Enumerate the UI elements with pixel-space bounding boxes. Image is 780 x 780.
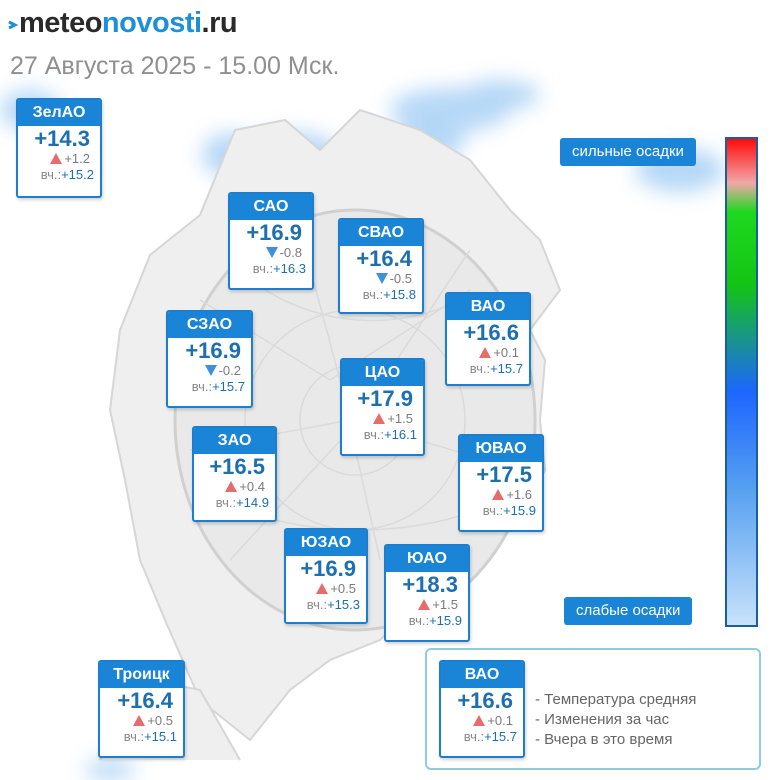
district-card-zao: ЗАО +16.5 +0.4 вч.:+14.9: [192, 426, 277, 522]
site-logo: meteonovosti.ru: [8, 6, 238, 40]
logo-ru: .ru: [201, 7, 238, 39]
heavy-precip-label: сильные осадки: [560, 138, 696, 166]
yesterday-temperature: вч.:+15.3: [306, 597, 360, 612]
hourly-change: +1.6: [460, 487, 542, 503]
hourly-change: -0.2: [168, 363, 251, 379]
light-precip-label: слабые осадки: [564, 597, 693, 625]
district-temperature: +18.3: [402, 572, 458, 597]
district-card-svao: СВАО +16.4 -0.5 вч.:+15.8: [338, 218, 424, 314]
district-temperature: +16.4: [356, 246, 412, 271]
district-card-yuvao: ЮВАО +17.5 +1.6 вч.:+15.9: [458, 434, 544, 532]
legend-descriptions: - Температура средняя - Изменения за час…: [535, 690, 696, 750]
district-temperature: +16.9: [246, 220, 302, 245]
legend-line-temperature: - Температура средняя: [535, 691, 697, 708]
yesterday-temperature: вч.:+15.7: [469, 361, 523, 376]
trend-down-icon: [204, 365, 217, 376]
yesterday-temperature: вч.:+16.3: [252, 261, 306, 276]
trend-up-icon: [492, 489, 505, 500]
yesterday-temperature: вч.:+15.8: [362, 287, 416, 302]
logo-meteo: meteo: [19, 7, 102, 39]
district-temperature: +16.9: [185, 338, 241, 363]
district-name: ЮЗАО: [286, 530, 366, 556]
district-card-zelao: ЗелАО +14.3 +1.2 вч.:+15.2: [16, 98, 102, 198]
hourly-change: +0.1: [447, 345, 529, 361]
district-temperature: +17.9: [357, 386, 413, 411]
precipitation-scale-bar: [725, 137, 758, 627]
trend-up-icon: [316, 583, 329, 594]
district-name: Троицк: [100, 662, 183, 688]
hourly-change: +1.5: [342, 411, 423, 427]
district-name: ВАО: [441, 662, 523, 688]
logo-mark-icon: [8, 20, 18, 30]
legend-line-change: - Изменения за час: [535, 711, 670, 728]
district-name: САО: [230, 194, 312, 220]
district-temperature: +16.6: [463, 320, 519, 345]
forecast-datetime: 27 Августа 2025 - 15.00 Мск.: [10, 52, 340, 80]
yesterday-temperature: вч.:+16.1: [363, 427, 417, 442]
hourly-change: +0.4: [194, 479, 275, 495]
district-name: ЗелАО: [18, 100, 100, 126]
district-temperature: +14.3: [34, 126, 90, 151]
district-name: ЗАО: [194, 428, 275, 454]
district-card-yuzao: ЮЗАО +16.9 +0.5 вч.:+15.3: [284, 528, 368, 624]
trend-up-icon: [418, 599, 431, 610]
yesterday-temperature: вч.:+14.9: [215, 495, 269, 510]
yesterday-temperature: вч.:+15.7: [463, 729, 517, 744]
district-name: ЮАО: [386, 546, 468, 572]
district-name: СЗАО: [168, 312, 251, 338]
trend-up-icon: [50, 153, 63, 164]
legend-sample-card: ВАО +16.6 +0.1 вч.:+15.7: [439, 660, 525, 758]
trend-up-icon: [373, 413, 386, 424]
district-card-vao: ВАО +16.6 +0.1 вч.:+15.7: [445, 292, 531, 386]
legend-line-yesterday: - Вчера в это время: [535, 731, 673, 748]
district-temperature: +17.5: [476, 462, 532, 487]
yesterday-temperature: вч.:+15.7: [191, 379, 245, 394]
trend-up-icon: [133, 715, 146, 726]
hourly-change: +0.1: [441, 713, 523, 729]
hourly-change: -0.8: [230, 245, 312, 261]
hourly-change: +0.5: [286, 581, 366, 597]
yesterday-temperature: вч.:+15.1: [123, 729, 177, 744]
district-card-sao: САО +16.9 -0.8 вч.:+16.3: [228, 192, 314, 290]
district-temperature: +16.5: [209, 454, 265, 479]
legend-box: ВАО +16.6 +0.1 вч.:+15.7 - Температура с…: [425, 648, 761, 770]
trend-down-icon: [265, 247, 278, 258]
trend-up-icon: [479, 347, 492, 358]
yesterday-temperature: вч.:+15.9: [482, 503, 536, 518]
district-card-cao: ЦАО +17.9 +1.5 вч.:+16.1: [340, 358, 425, 456]
district-temperature: +16.9: [300, 556, 356, 581]
trend-up-icon: [473, 715, 486, 726]
hourly-change: -0.5: [340, 271, 422, 287]
district-name: ВАО: [447, 294, 529, 320]
hourly-change: +1.2: [18, 151, 100, 167]
district-temperature: +16.4: [117, 688, 173, 713]
district-card-yuao: ЮАО +18.3 +1.5 вч.:+15.9: [384, 544, 470, 642]
district-card-szao: СЗАО +16.9 -0.2 вч.:+15.7: [166, 310, 253, 408]
district-card-troitsk: Троицк +16.4 +0.5 вч.:+15.1: [98, 660, 185, 758]
district-temperature: +16.6: [457, 688, 513, 713]
district-name: ЮВАО: [460, 436, 542, 462]
trend-down-icon: [375, 273, 388, 284]
trend-up-icon: [225, 481, 238, 492]
hourly-change: +1.5: [386, 597, 468, 613]
yesterday-temperature: вч.:+15.2: [40, 167, 94, 182]
district-name: ЦАО: [342, 360, 423, 386]
logo-novosti: novosti: [101, 7, 202, 39]
hourly-change: +0.5: [100, 713, 183, 729]
district-name: СВАО: [340, 220, 422, 246]
yesterday-temperature: вч.:+15.9: [408, 613, 462, 628]
